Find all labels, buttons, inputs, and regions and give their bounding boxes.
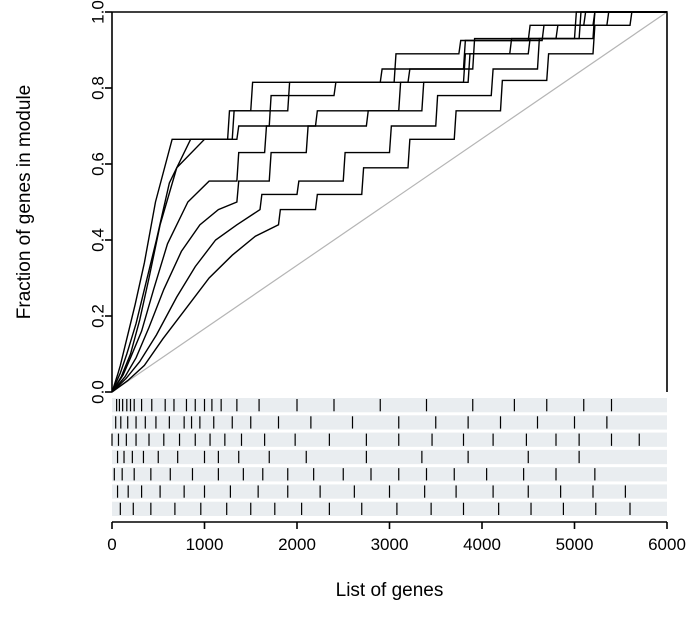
x-tick-label: 0 — [107, 535, 116, 554]
y-axis-label: Fraction of genes in module — [14, 85, 35, 319]
x-tick-label: 5000 — [556, 535, 594, 554]
y-tick-label: 1.0 — [88, 0, 107, 24]
rug-row-bg-7 — [112, 502, 667, 516]
rug-row-bg-2 — [112, 415, 667, 429]
y-tick-label: 0.2 — [88, 304, 107, 328]
gene-enrichment-figure: 0 1000 2000 3000 4000 5000 6000 List of genes 0.… — [0, 0, 700, 620]
y-tick-label: 0.0 — [88, 380, 107, 404]
x-tick-label: 3000 — [371, 535, 409, 554]
rug-panel — [112, 398, 667, 516]
y-tick-label: 0.6 — [88, 152, 107, 176]
x-tick-label: 4000 — [463, 535, 501, 554]
x-tick-label: 6000 — [648, 535, 686, 554]
y-tick-label: 0.8 — [88, 76, 107, 100]
x-tick-label: 1000 — [186, 535, 224, 554]
x-axis-label: List of genes — [336, 580, 444, 601]
rug-row-bg-5 — [112, 467, 667, 481]
y-tick-label: 0.4 — [88, 228, 107, 252]
x-tick-label: 2000 — [278, 535, 316, 554]
rug-row-bg-4 — [112, 450, 667, 464]
